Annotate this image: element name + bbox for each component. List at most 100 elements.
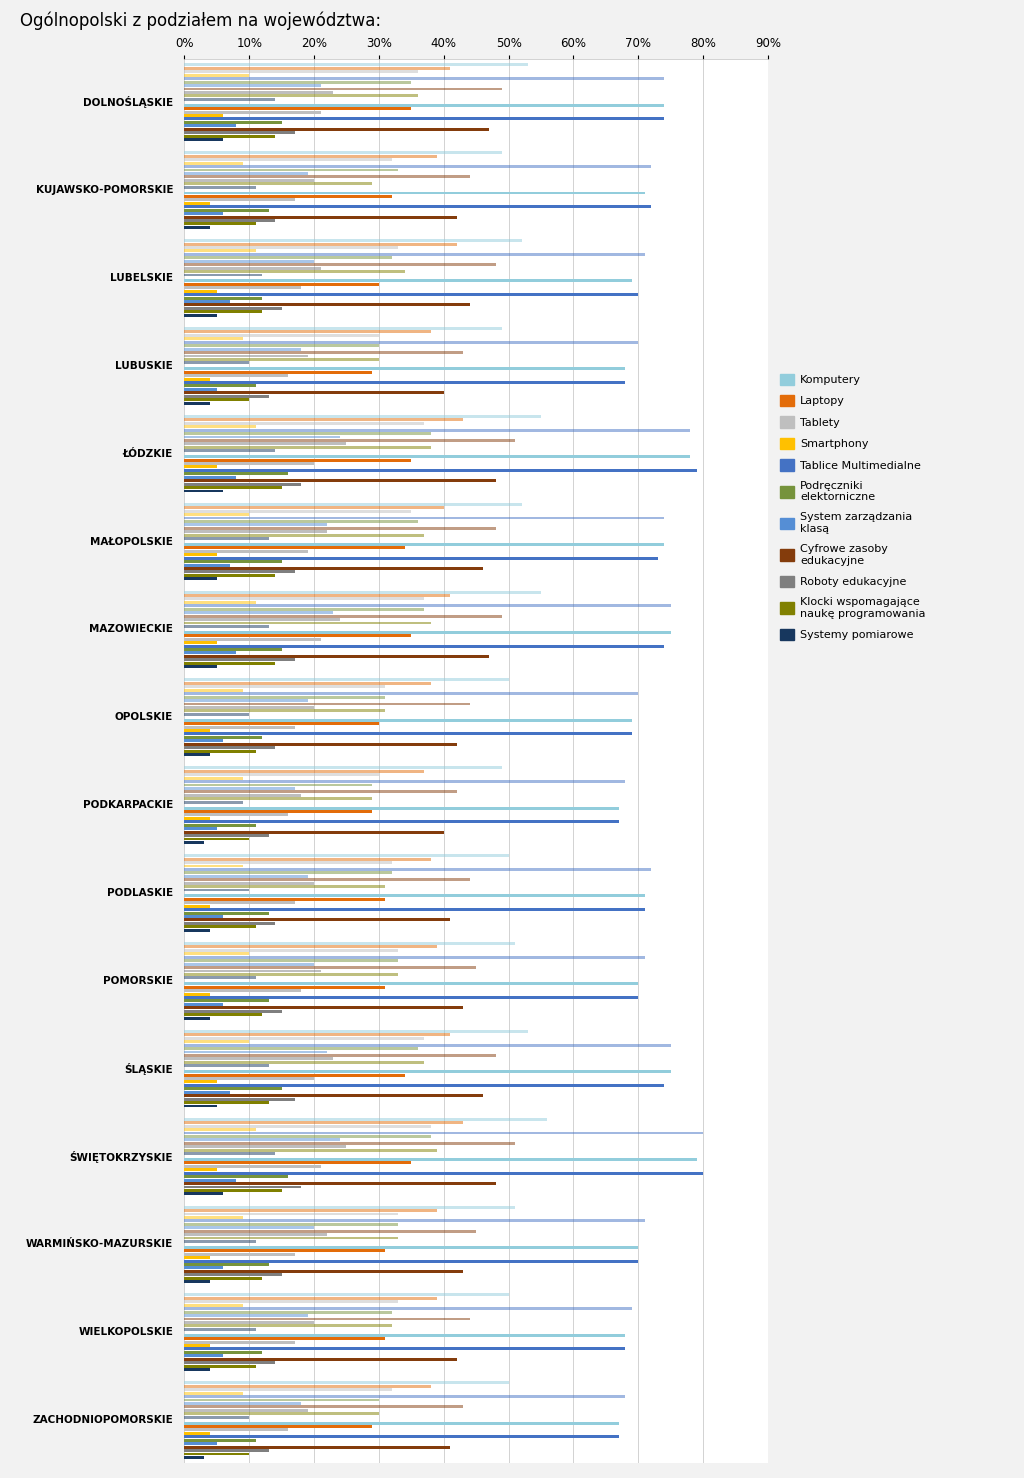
Bar [184, 962, 314, 965]
Bar [184, 718, 632, 721]
Bar [184, 439, 515, 442]
Bar [184, 857, 431, 860]
Bar [184, 888, 249, 891]
Bar [184, 706, 314, 709]
Bar [184, 1101, 268, 1104]
Bar [184, 455, 690, 458]
Bar [184, 897, 385, 900]
Bar [184, 362, 249, 364]
Bar [184, 1230, 476, 1233]
Bar [184, 634, 412, 637]
Bar [184, 1395, 626, 1398]
Bar [184, 432, 431, 435]
Bar [184, 421, 424, 424]
Bar [184, 563, 229, 566]
Bar [184, 1382, 509, 1385]
Bar [184, 828, 217, 831]
Bar [184, 245, 398, 248]
Bar [184, 526, 496, 529]
Bar [184, 98, 275, 101]
Bar [184, 505, 443, 508]
Bar [184, 631, 671, 634]
Bar [184, 341, 638, 344]
Bar [184, 996, 638, 999]
Bar [184, 287, 301, 290]
Bar [184, 392, 443, 395]
Bar [184, 87, 502, 90]
Bar [184, 912, 268, 915]
Bar [184, 605, 671, 607]
Bar [184, 1145, 346, 1148]
Bar [184, 865, 243, 868]
Bar [184, 652, 237, 655]
Bar [184, 1314, 307, 1317]
Bar [184, 568, 482, 571]
Bar [184, 689, 243, 692]
Bar [184, 219, 275, 222]
Bar [184, 557, 657, 560]
Bar [184, 1256, 210, 1259]
Bar [184, 658, 295, 661]
Bar [184, 192, 645, 195]
Bar [184, 644, 665, 647]
Bar [184, 1070, 671, 1073]
Bar [184, 426, 256, 429]
Bar [184, 783, 373, 786]
Bar [184, 1061, 424, 1064]
Bar [184, 773, 379, 776]
Bar [184, 171, 307, 174]
Bar [184, 905, 210, 907]
Bar [184, 449, 275, 452]
Bar [184, 331, 431, 334]
Bar [184, 993, 210, 996]
Bar [184, 692, 638, 695]
Bar [184, 402, 210, 405]
Bar [184, 791, 457, 794]
Bar [184, 602, 256, 605]
Bar [184, 709, 385, 712]
Bar [184, 801, 243, 804]
Bar [184, 64, 528, 67]
Bar [184, 327, 502, 330]
Bar [184, 973, 398, 975]
Bar [184, 946, 437, 949]
Bar [184, 696, 385, 699]
Bar [184, 907, 645, 910]
Bar [184, 733, 632, 736]
Bar [184, 179, 314, 182]
Bar [184, 176, 470, 179]
Bar [184, 841, 204, 844]
Bar [184, 282, 379, 285]
Bar [184, 436, 340, 439]
Bar [184, 1385, 431, 1388]
Bar [184, 1227, 314, 1230]
Bar [184, 1007, 463, 1009]
Bar [184, 374, 288, 377]
Bar [184, 878, 470, 881]
Bar [184, 516, 665, 519]
Bar [184, 754, 210, 757]
Bar [184, 352, 463, 355]
Bar [184, 862, 392, 865]
Bar [184, 553, 217, 556]
Bar [184, 395, 268, 398]
Bar [184, 729, 210, 732]
Bar [184, 310, 262, 313]
Bar [184, 479, 496, 482]
Bar [184, 114, 223, 117]
Bar [184, 1443, 217, 1445]
Bar [184, 263, 496, 266]
Bar [184, 922, 275, 925]
Bar [184, 1193, 223, 1196]
Bar [184, 838, 249, 841]
Bar [184, 266, 321, 269]
Bar [184, 300, 229, 303]
Bar [184, 1094, 482, 1097]
Bar [184, 1369, 210, 1372]
Bar [184, 1083, 665, 1086]
Bar [184, 952, 249, 955]
Bar [184, 377, 210, 380]
Bar [184, 1051, 327, 1054]
Bar [184, 1125, 431, 1128]
Bar [184, 1453, 249, 1456]
